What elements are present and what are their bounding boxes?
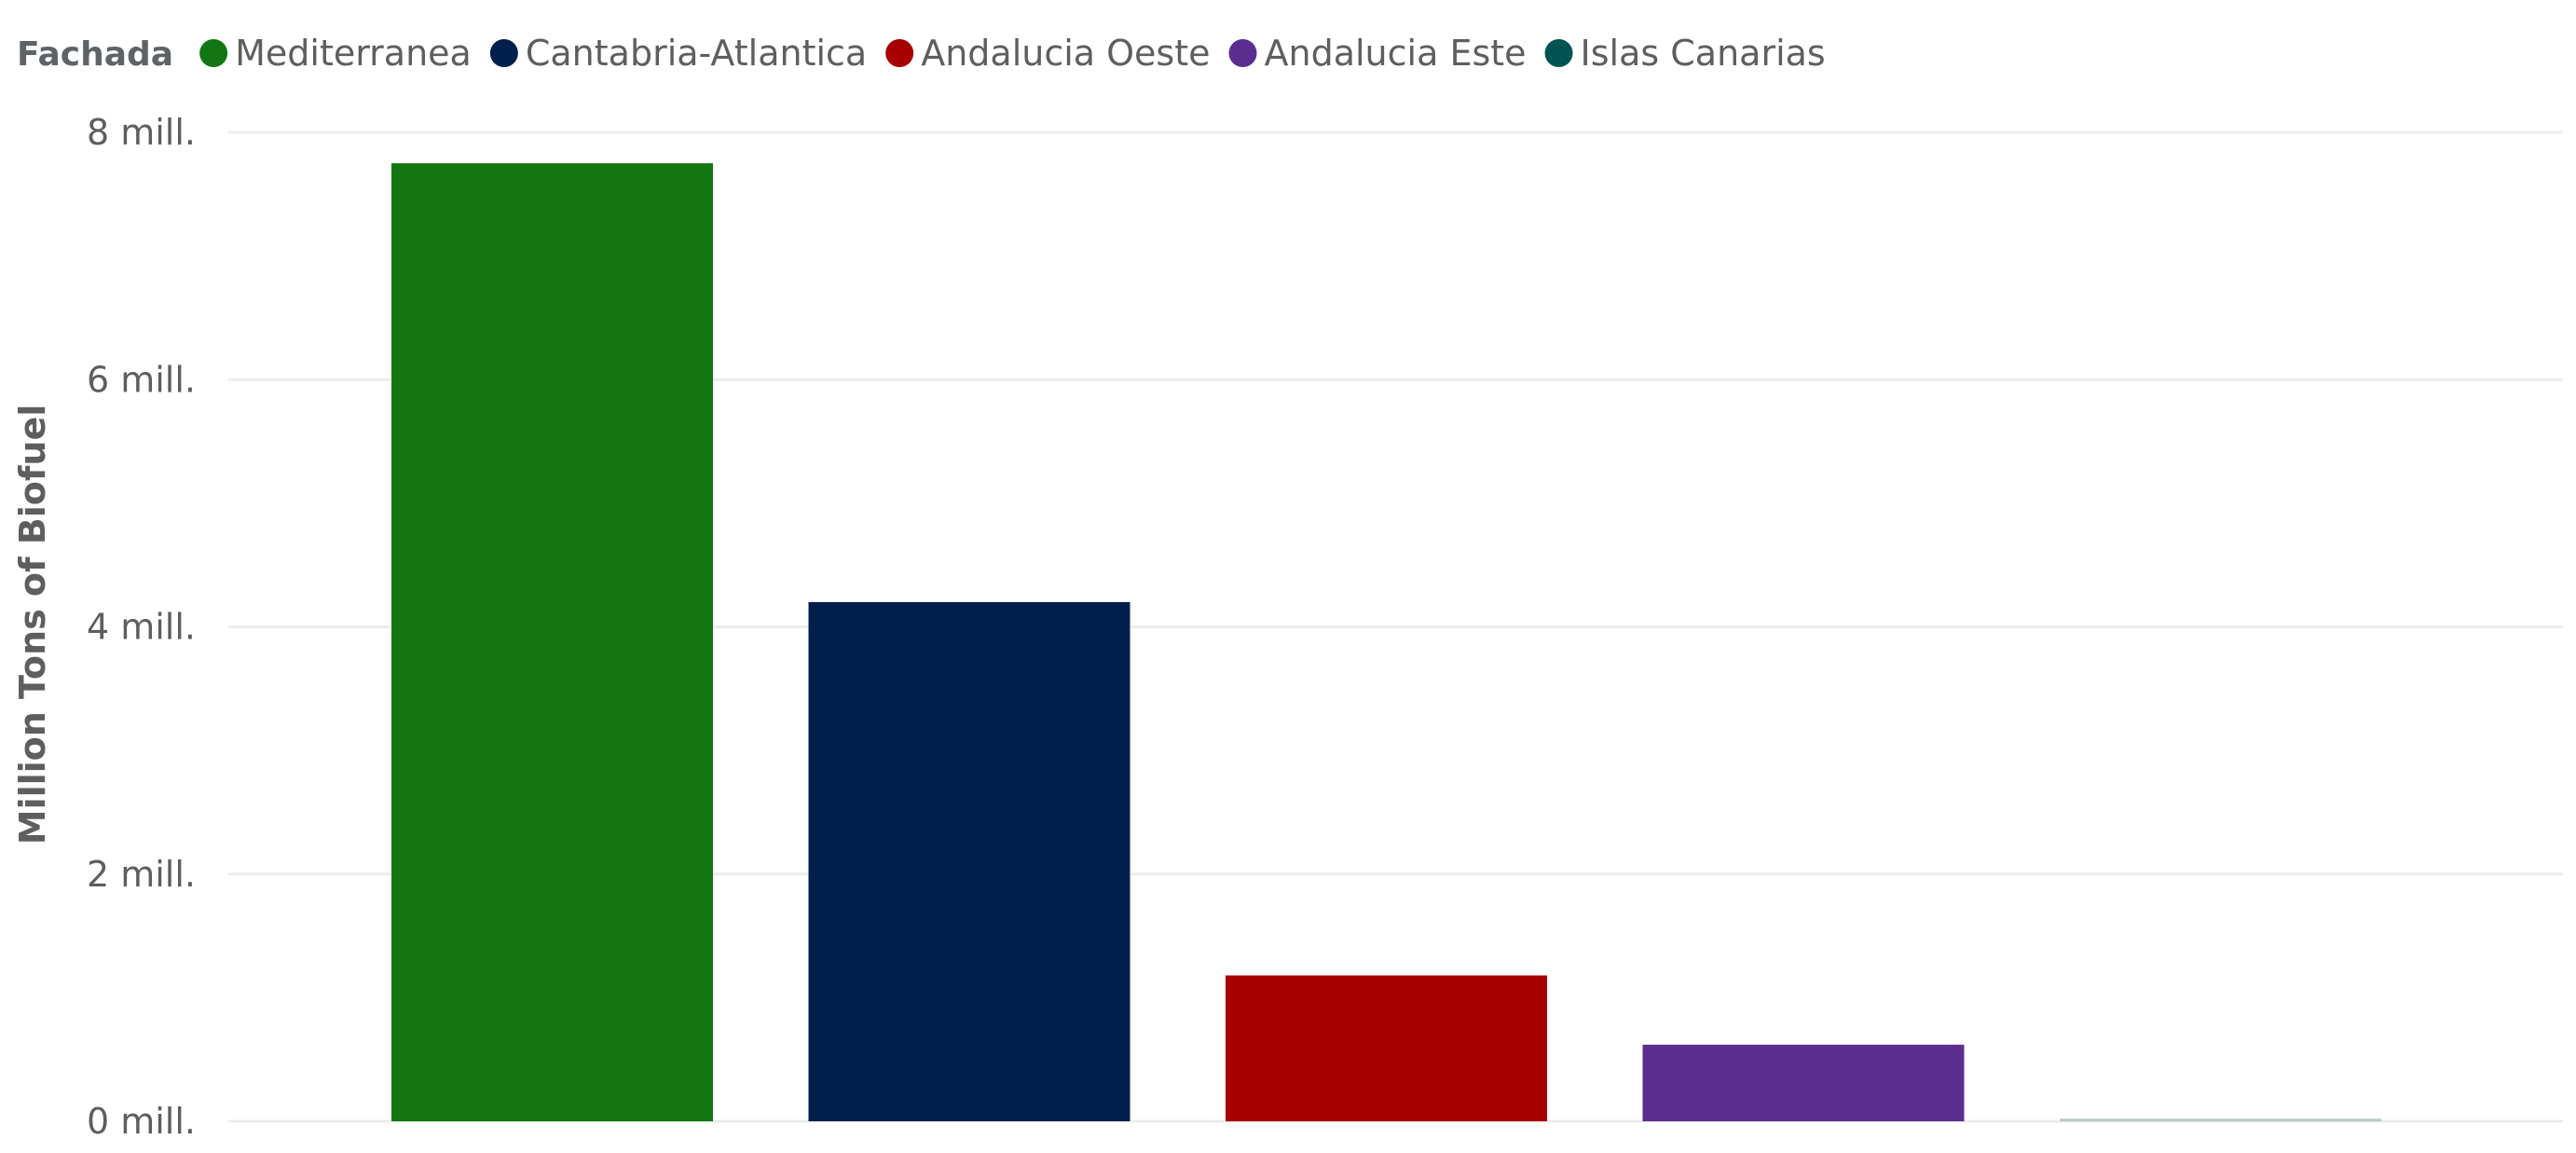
legend-item-andalucia-este[interactable]: Andalucia Este [1228,33,1527,74]
legend-item-cantabria-atlantica[interactable]: Cantabria-Atlantica [489,33,867,74]
legend-label: Cantabria-Atlantica [526,33,867,74]
bar-islas-canarias[interactable] [2060,1119,2381,1121]
bar-cantabria-atlantica[interactable] [808,601,1130,1121]
bar-mediterranea[interactable] [391,163,713,1121]
y-tick-label: 0 mill. [87,1101,196,1142]
legend-item-islas-canarias[interactable]: Islas Canarias [1544,33,1826,74]
legend-item-mediterranea[interactable]: Mediterranea [199,33,472,74]
legend-marker [885,39,914,67]
legend: Fachada Mediterranea Cantabria-Atlantica A… [17,33,1826,74]
y-tick-label: 8 mill. [87,112,196,153]
legend-label: Andalucia Oeste [921,33,1210,74]
legend-title: Fachada [17,35,173,74]
legend-marker [199,39,228,67]
legend-marker [489,39,518,67]
legend-label: Andalucia Este [1265,33,1527,74]
bar-andalucia-este[interactable] [1642,1044,1965,1121]
y-axis-ticks: 0 mill. 2 mill. 4 mill. 6 mill. 8 mill. [87,112,196,1142]
legend-item-andalucia-oeste[interactable]: Andalucia Oeste [885,33,1211,74]
y-tick-label: 2 mill. [87,854,196,895]
legend-marker [1228,39,1257,67]
y-tick-label: 6 mill. [87,359,196,400]
bar-andalucia-oeste[interactable] [1226,975,1547,1121]
y-axis-title: Million Tons of Biofuel [12,405,53,845]
bars [391,163,2381,1121]
y-tick-label: 4 mill. [87,607,196,648]
legend-label: Islas Canarias [1581,33,1826,74]
legend-label: Mediterranea [235,33,472,74]
legend-marker [1544,39,1573,67]
